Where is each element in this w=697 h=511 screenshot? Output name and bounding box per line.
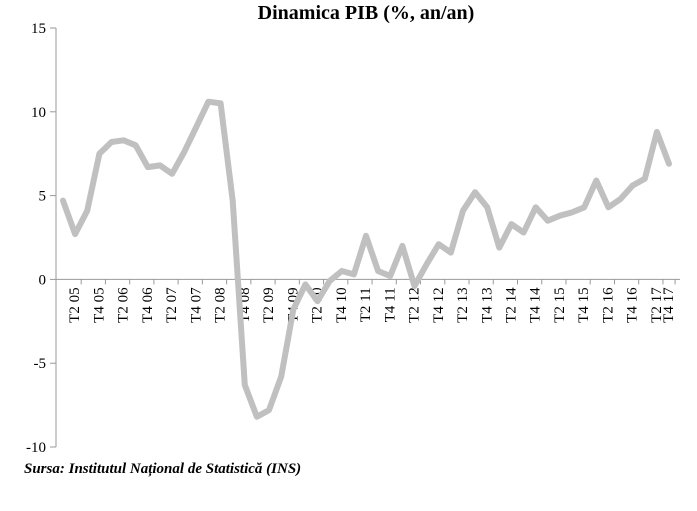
x-tick-label: T2 12 — [407, 287, 423, 322]
x-tick-label: T2 16 — [600, 287, 616, 323]
chart-title: Dinamica PIB (%, an/an) — [258, 2, 475, 24]
x-tick-label: T4 12 — [431, 287, 447, 322]
x-tick-label: T2 13 — [455, 287, 471, 322]
x-tick-label: T2 05 — [67, 287, 83, 322]
y-tick-label: -5 — [34, 356, 47, 372]
source-note: Sursa: Institutul Național de Statistică… — [24, 461, 301, 477]
x-tick-label: T4 16 — [625, 287, 641, 323]
y-tick-label: 10 — [31, 105, 46, 121]
x-tick-label: T2 06 — [116, 287, 132, 323]
y-tick-label: -10 — [26, 440, 46, 456]
y-tick-label: 0 — [39, 272, 47, 288]
x-tick-label: T4 13 — [479, 287, 495, 322]
x-tick-label: T4 14 — [528, 287, 544, 323]
x-tick-label: T4 06 — [140, 287, 156, 323]
y-tick-label: 15 — [31, 21, 46, 37]
x-tick-label: T2 08 — [213, 287, 229, 322]
x-tick-label: T2 09 — [261, 287, 277, 322]
x-tick-label: T4 11 — [382, 287, 398, 322]
x-tick-label: T4 10 — [334, 287, 350, 322]
x-tick-label: T4 05 — [91, 287, 107, 322]
x-tick-label: T2 17 — [649, 287, 665, 323]
x-tick-label: T4 15 — [576, 287, 592, 322]
x-tick-label: T2 14 — [504, 287, 520, 323]
x-tick-label: T2 11 — [358, 287, 374, 322]
gdp-growth-line — [60, 98, 672, 420]
x-tick-label: T2 15 — [552, 287, 568, 322]
x-tick-label: T4 07 — [188, 287, 204, 323]
x-tick-label: T2 07 — [164, 287, 180, 323]
y-tick-label: 5 — [39, 189, 47, 205]
x-tick-label: T4 17 — [661, 287, 677, 323]
